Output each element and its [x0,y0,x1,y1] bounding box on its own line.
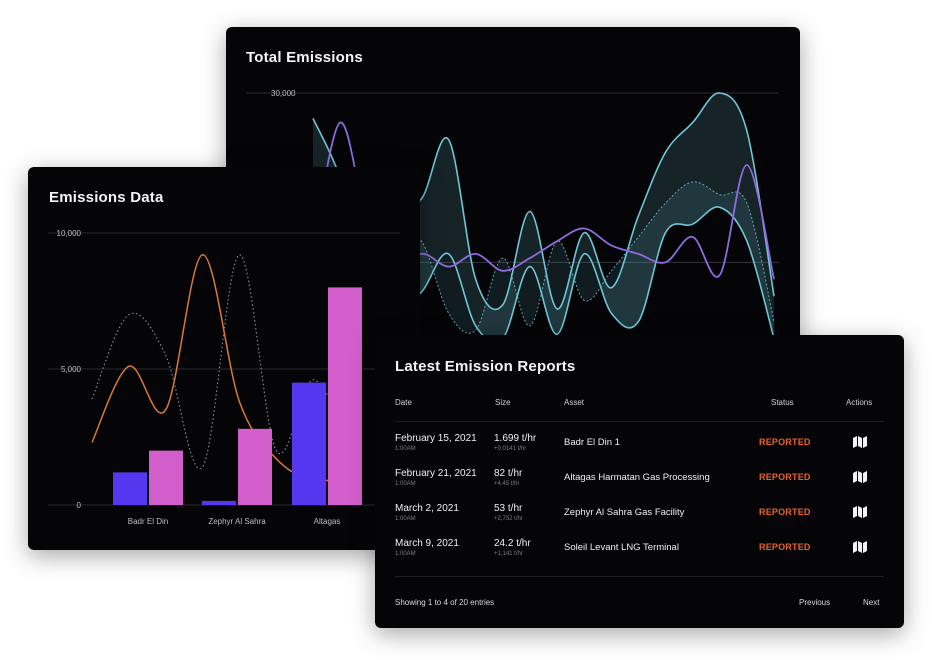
y-tick-label: 5,000 [61,365,82,374]
map-icon[interactable] [853,505,869,519]
footer-divider [395,576,884,577]
row-time: 1:00AM [395,446,416,452]
column-header-actions: Actions [846,398,873,407]
emission-reports-card: Latest Emission Reports Date Size Asset … [375,335,904,628]
status-badge: REPORTED [759,472,811,482]
entries-info: Showing 1 to 4 of 20 entries [395,598,495,607]
bar-blue [292,382,326,505]
y-tick-label: 10,000 [57,229,82,238]
map-icon[interactable] [853,540,869,554]
bar-pink [149,450,183,505]
table-row: March 2, 2021 1:00AM 53 t/hr +2,752 t/hr Zep… [395,503,884,537]
previous-button[interactable]: Previous [799,598,831,607]
y-tick-label: 0 [77,501,82,510]
row-time: 1:00AM [395,551,416,557]
row-time: 1:00AM [395,481,416,487]
band-area-inner [313,181,774,343]
table-row: March 9, 2021 1:00AM 24.2 t/hr +1,141 t/hr S… [395,538,884,572]
row-date: March 9, 2021 [395,538,459,549]
column-header-asset: Asset [564,398,585,407]
row-date: March 2, 2021 [395,503,459,514]
status-badge: REPORTED [759,437,811,447]
y-tick-label: 30,000 [271,89,296,98]
emissions-data-card: Emissions Data 10,000 5,000 0 Badr El Din Ze… [28,167,420,550]
x-tick-label: Zephyr Al Sahra [208,517,266,526]
row-size-delta: +1,141 t/hr [494,551,523,557]
x-tick-label: Badr El Din [128,517,168,526]
status-badge: REPORTED [759,542,811,552]
row-asset: Altagas Harmatan Gas Processing [564,472,710,483]
header-divider [395,421,884,422]
row-asset: Zephyr Al Sahra Gas Facility [564,507,685,518]
row-date: February 21, 2021 [395,468,477,479]
row-size-delta: +4.45 t/hr [494,481,520,487]
row-asset: Badr El Din 1 [564,437,620,448]
reports-title: Latest Emission Reports [395,358,576,375]
row-size-delta: +2,752 t/hr [494,516,523,522]
map-icon[interactable] [853,435,869,449]
next-button[interactable]: Next [863,598,880,607]
row-size: 53 t/hr [494,503,523,514]
row-date: February 15, 2021 [395,433,477,444]
row-size: 82 t/hr [494,468,523,479]
bar-blue [113,472,147,505]
status-badge: REPORTED [759,507,811,517]
column-header-date: Date [395,398,412,407]
x-tick-label: Altagas [314,517,341,526]
row-asset: Soleil Levant LNG Terminal [564,542,679,553]
total-emissions-title: Total Emissions [246,49,363,66]
row-size-delta: +0.0141 t/hr [494,446,527,452]
bar-pink [238,428,272,505]
row-size: 1.699 t/hr [494,433,537,444]
row-size: 24.2 t/hr [494,538,531,549]
emissions-data-title: Emissions Data [49,189,164,206]
bar-blue [202,500,236,505]
column-header-size: Size [495,398,511,407]
table-row: February 15, 2021 1:00AM 1.699 t/hr +0.0141… [395,433,884,467]
row-time: 1:00AM [395,516,416,522]
bar-pink [328,287,362,505]
emissions-data-chart: 10,000 5,000 0 Badr El Din Zephyr Al Sahra Al… [48,229,400,526]
column-header-status: Status [771,398,794,407]
map-icon[interactable] [853,470,869,484]
table-row: February 21, 2021 1:00AM 82 t/hr +4.45 t/hr… [395,468,884,502]
